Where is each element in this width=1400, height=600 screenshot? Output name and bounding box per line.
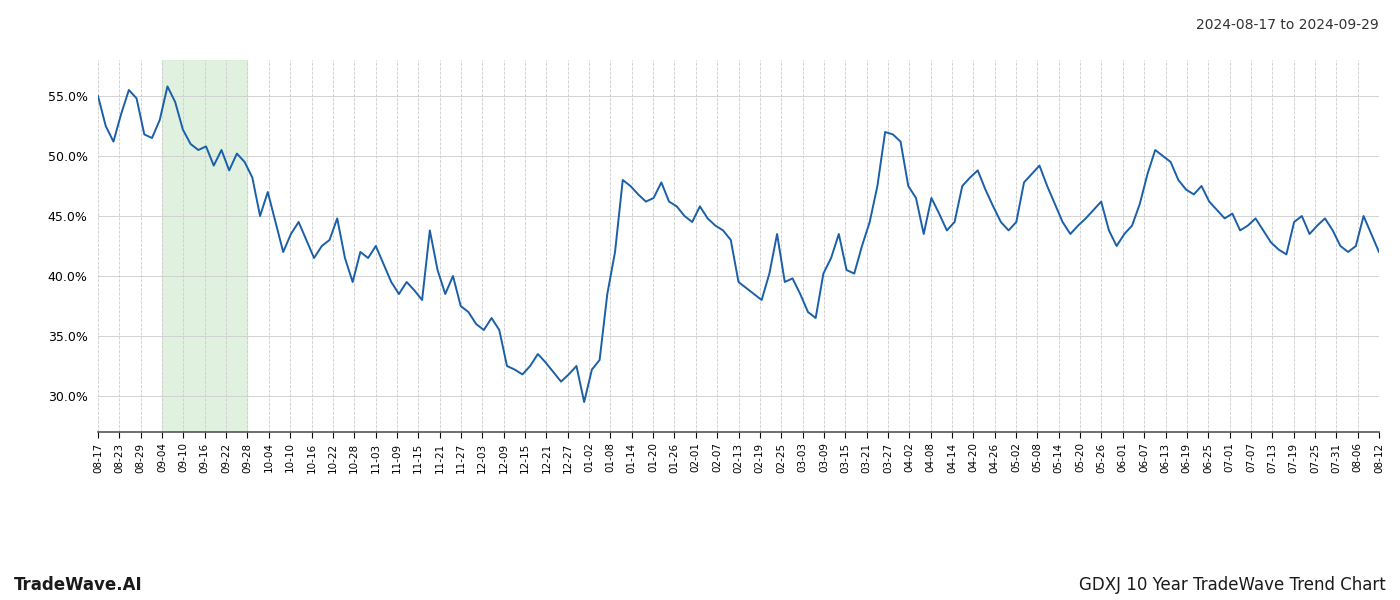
Text: 2024-08-17 to 2024-09-29: 2024-08-17 to 2024-09-29	[1196, 18, 1379, 32]
Bar	[162, 60, 248, 432]
Text: TradeWave.AI: TradeWave.AI	[14, 576, 143, 594]
Text: GDXJ 10 Year TradeWave Trend Chart: GDXJ 10 Year TradeWave Trend Chart	[1079, 576, 1386, 594]
